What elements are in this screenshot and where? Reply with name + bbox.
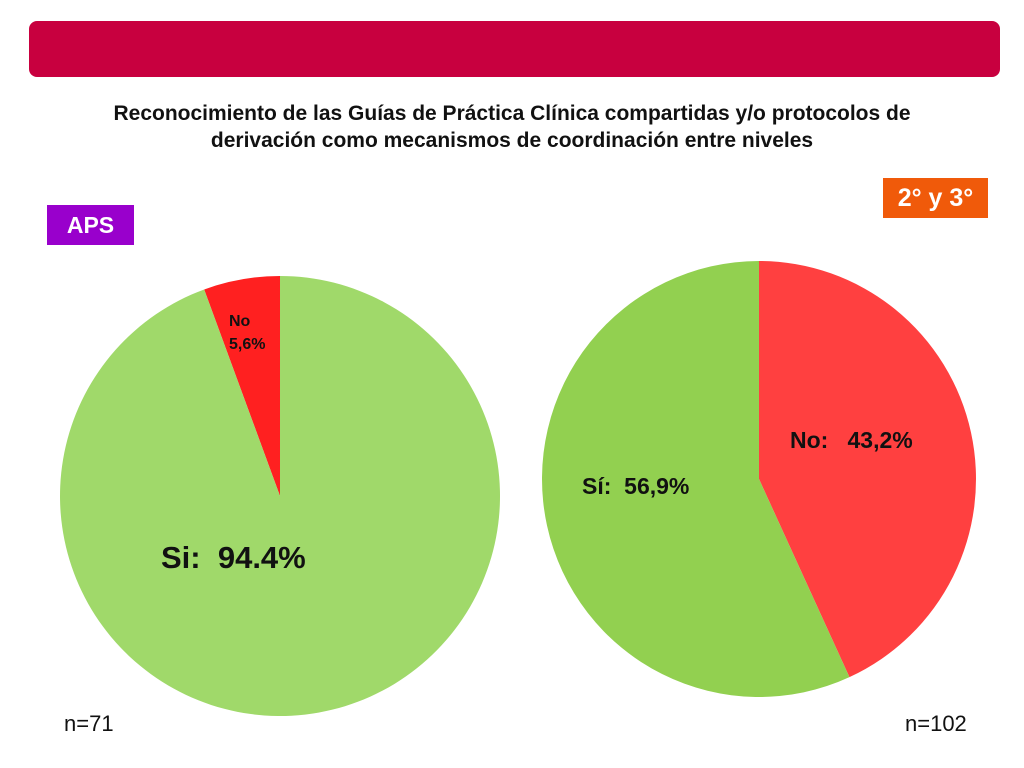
title-line-1: Reconocimiento de las Guías de Práctica … xyxy=(113,102,911,125)
sample-size-level-2-3: n=102 xyxy=(905,711,967,736)
aps-badge: APS xyxy=(47,205,134,245)
page-title: Reconocimiento de las Guías de Práctica … xyxy=(40,100,984,154)
pie-chart-level-2-3: No: 43,2% Sí: 56,9% xyxy=(542,261,977,697)
slice-label-level-2-3-no: No: 43,2% xyxy=(790,427,913,453)
slice-label-aps-si: Si: 94.4% xyxy=(161,540,306,575)
slice-label-aps-no-value: 5,6% xyxy=(229,336,265,353)
pie-slice-level-2-3-si xyxy=(542,261,850,697)
pie-slice-level-2-3-no xyxy=(759,261,977,678)
pie-slice-aps-si xyxy=(60,276,501,717)
slice-label-level-2-3-si: Sí: 56,9% xyxy=(582,473,689,499)
top-banner-bar xyxy=(29,21,1000,77)
sample-size-aps: n=71 xyxy=(64,711,114,736)
title-line-2: derivación como mecanismos de coordinaci… xyxy=(210,129,814,152)
level-2-3-badge: 2° y 3° xyxy=(883,178,988,218)
slice-label-aps-no-name: No xyxy=(229,313,251,330)
pie-slice-aps-no xyxy=(204,276,280,496)
pie-chart-aps: No 5,6% Si: 94.4% xyxy=(60,276,501,717)
